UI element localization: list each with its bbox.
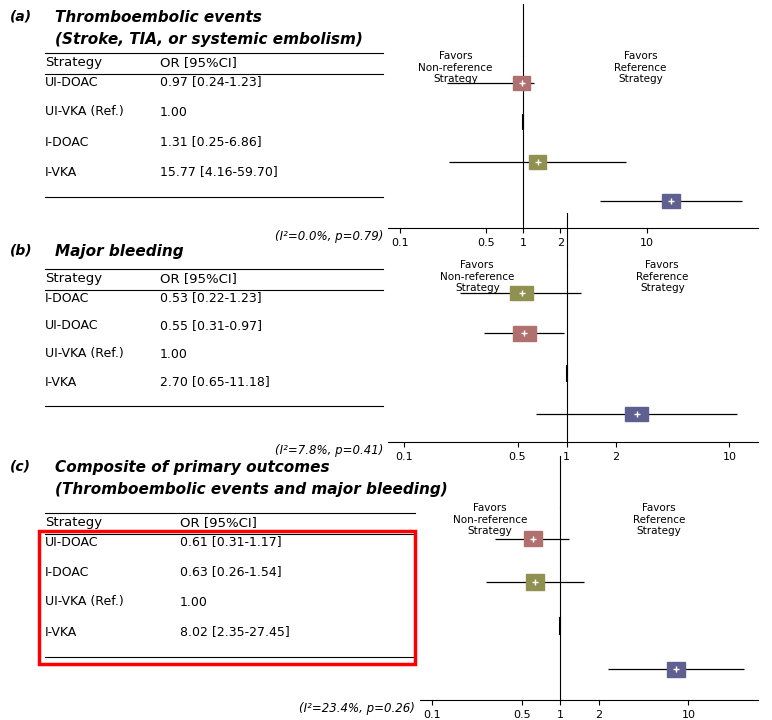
Text: Strategy: Strategy: [45, 516, 102, 529]
Text: Favors
Reference
Strategy: Favors Reference Strategy: [615, 51, 667, 84]
Text: 1.00: 1.00: [180, 595, 208, 608]
Text: I-VKA: I-VKA: [45, 376, 77, 389]
Bar: [625, 407, 648, 421]
Text: Strategy: Strategy: [45, 272, 102, 285]
Text: (I²=23.4%, p=0.26): (I²=23.4%, p=0.26): [299, 702, 415, 715]
Text: Favors
Non-reference
Strategy: Favors Non-reference Strategy: [453, 503, 527, 536]
Text: 0.61 [0.31-1.17]: 0.61 [0.31-1.17]: [180, 536, 282, 549]
Text: I-DOAC: I-DOAC: [45, 135, 90, 148]
Text: (I²=0.0%, p=0.79): (I²=0.0%, p=0.79): [275, 230, 383, 243]
Bar: [529, 155, 547, 168]
Text: 1.00: 1.00: [160, 348, 188, 361]
Text: 15.77 [4.16-59.70]: 15.77 [4.16-59.70]: [160, 166, 278, 179]
Text: 0.97 [0.24-1.23]: 0.97 [0.24-1.23]: [160, 76, 262, 89]
Text: Strategy: Strategy: [45, 56, 102, 69]
Text: OR [95%CI]: OR [95%CI]: [160, 272, 237, 285]
Text: I-DOAC: I-DOAC: [45, 565, 90, 578]
Text: UI-VKA (Ref.): UI-VKA (Ref.): [45, 348, 124, 361]
Text: UI-DOAC: UI-DOAC: [45, 320, 99, 333]
Bar: [524, 531, 542, 546]
Text: OR [95%CI]: OR [95%CI]: [160, 56, 237, 69]
Text: I-DOAC: I-DOAC: [45, 292, 90, 305]
Text: UI-VKA (Ref.): UI-VKA (Ref.): [45, 106, 124, 119]
Text: (b): (b): [10, 244, 32, 258]
Text: (I²=7.8%, p=0.41): (I²=7.8%, p=0.41): [275, 444, 383, 457]
Text: I-VKA: I-VKA: [45, 626, 77, 639]
Text: 8.02 [2.35-27.45]: 8.02 [2.35-27.45]: [180, 626, 290, 639]
Text: (Stroke, TIA, or systemic embolism): (Stroke, TIA, or systemic embolism): [55, 32, 363, 47]
Text: UI-DOAC: UI-DOAC: [45, 76, 99, 89]
Bar: [513, 326, 536, 341]
Bar: [667, 662, 685, 678]
Text: (a): (a): [10, 10, 32, 24]
Text: Thromboembolic events: Thromboembolic events: [55, 10, 262, 25]
Bar: [510, 286, 533, 300]
Bar: [526, 575, 543, 590]
Text: UI-DOAC: UI-DOAC: [45, 536, 99, 549]
Bar: [513, 76, 530, 91]
Text: 0.55 [0.31-0.97]: 0.55 [0.31-0.97]: [160, 320, 262, 333]
Text: (Thromboembolic events and major bleeding): (Thromboembolic events and major bleedin…: [55, 482, 448, 497]
Text: Favors
Non-reference
Strategy: Favors Non-reference Strategy: [440, 260, 514, 293]
Text: Composite of primary outcomes: Composite of primary outcomes: [55, 460, 330, 475]
Text: 1.31 [0.25-6.86]: 1.31 [0.25-6.86]: [160, 135, 262, 148]
Text: OR [95%CI]: OR [95%CI]: [180, 516, 257, 529]
Text: 0.63 [0.26-1.54]: 0.63 [0.26-1.54]: [180, 565, 282, 578]
Text: 2.70 [0.65-11.18]: 2.70 [0.65-11.18]: [160, 376, 269, 389]
Text: 1.00: 1.00: [160, 106, 188, 119]
Text: 0.53 [0.22-1.23]: 0.53 [0.22-1.23]: [160, 292, 262, 305]
Text: I-VKA: I-VKA: [45, 166, 77, 179]
Text: Favors
Reference
Strategy: Favors Reference Strategy: [633, 503, 686, 536]
Text: Favors
Reference
Strategy: Favors Reference Strategy: [636, 260, 689, 293]
Text: UI-VKA (Ref.): UI-VKA (Ref.): [45, 595, 124, 608]
Bar: [662, 194, 679, 207]
Text: (c): (c): [10, 460, 31, 474]
Text: Major bleeding: Major bleeding: [55, 244, 184, 259]
Text: Favors
Non-reference
Strategy: Favors Non-reference Strategy: [418, 51, 493, 84]
